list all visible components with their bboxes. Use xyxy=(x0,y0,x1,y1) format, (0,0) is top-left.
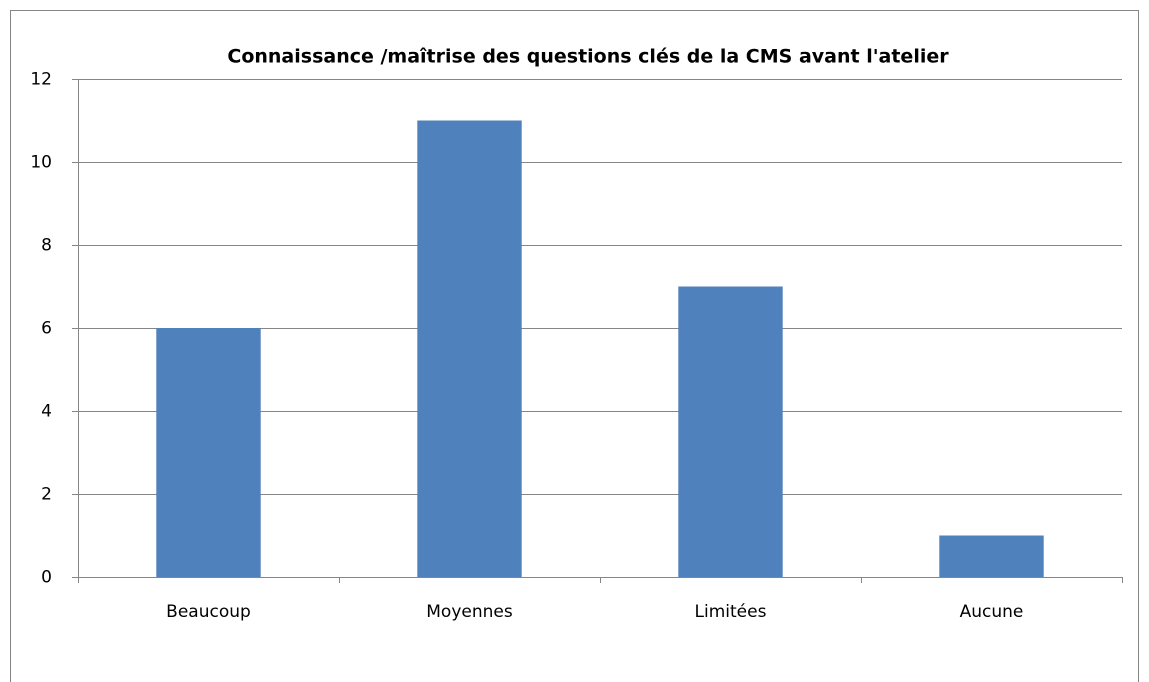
y-tick-label: 4 xyxy=(41,402,52,422)
bar xyxy=(417,120,522,577)
y-tick-label: 2 xyxy=(41,485,52,505)
x-tick-label: Beaucoup xyxy=(166,602,251,622)
y-tick-label: 6 xyxy=(41,319,52,339)
chart-title: Connaissance /maîtrise des questions clé… xyxy=(227,46,949,68)
bar xyxy=(678,286,783,577)
y-tick-label: 10 xyxy=(30,153,52,173)
y-tick-label: 0 xyxy=(41,568,52,588)
x-tick-label: Aucune xyxy=(960,602,1024,622)
x-tick-label: Limitées xyxy=(695,602,767,622)
y-tick-label: 8 xyxy=(41,236,52,256)
bar xyxy=(156,328,261,577)
x-tick-label: Moyennes xyxy=(426,602,513,622)
y-tick-label: 12 xyxy=(30,70,52,90)
bar xyxy=(939,535,1044,577)
